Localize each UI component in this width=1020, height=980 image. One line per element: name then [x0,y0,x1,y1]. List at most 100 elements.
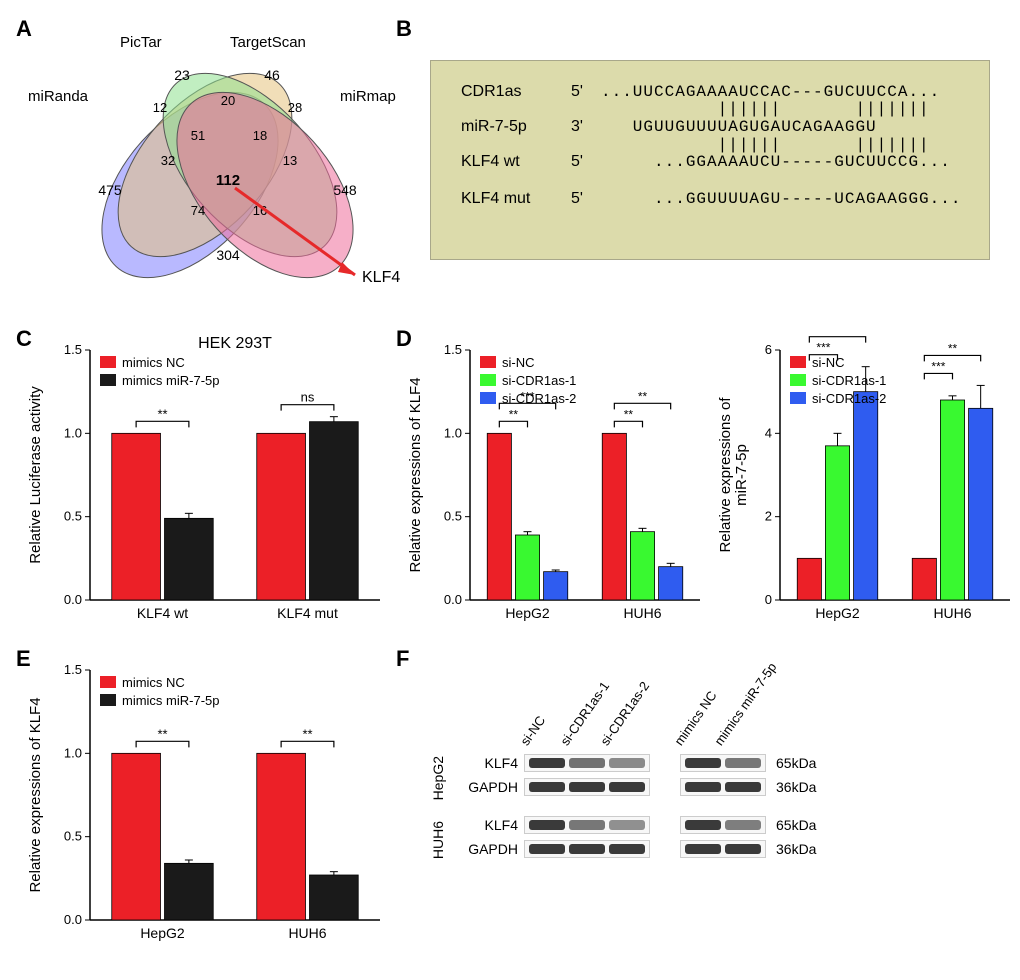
svg-text:Relative expressions of KLF4: Relative expressions of KLF4 [27,697,44,892]
svg-text:***: *** [931,359,945,373]
panel-a-venn: A miRanda PicTar TargetScan miRmap 475 2… [20,20,390,320]
svg-text:20: 20 [221,93,235,108]
svg-text:0.5: 0.5 [444,509,462,524]
db-label-miranda: miRanda [28,88,88,105]
svg-text:6: 6 [765,342,772,357]
align-pipes-0: |||||| ||||||| [461,103,959,116]
blot-band [685,820,721,830]
western-blot-grid: si-NCsi-CDR1as-1si-CDR1as-2mimics NCmimi… [430,670,816,878]
svg-text:1.5: 1.5 [64,342,82,357]
svg-text:548: 548 [333,182,357,198]
svg-text:KLF4 wt: KLF4 wt [137,605,188,621]
chart-d-left: 0.00.51.01.5Relative expressions of KLF4… [400,330,710,640]
svg-text:1.5: 1.5 [64,662,82,677]
blot-band [569,758,605,768]
blot-band [685,844,721,854]
panel-b-alignment: B CDR1as 5' ...UUCCAGAAAAUCCAC---GUCUUCC… [400,20,1020,320]
blot-band [529,844,565,854]
db-label-pictar: PicTar [120,34,162,51]
svg-text:si-CDR1as-2: si-CDR1as-2 [812,391,886,406]
align-name-3: KLF4 mut [461,188,571,210]
panel-d-klf4-mir: D 0.00.51.01.5Relative expressions of KL… [400,330,1020,640]
svg-text:0.0: 0.0 [64,912,82,927]
chart-d-right: 0246Relative expressions ofmiR-7-5pHepG2… [710,330,1020,640]
svg-text:Relative Luciferase activity: Relative Luciferase activity [27,386,44,564]
protein-label: GAPDH [464,841,518,857]
cell-line-label: HepG2 [430,756,454,800]
align-pipes-1: |||||| ||||||| [461,139,959,152]
panel-c-luciferase: C 0.00.51.01.5Relative Luciferase activi… [20,330,390,640]
svg-text:HepG2: HepG2 [505,605,550,621]
align-name-1: miR-7-5p [461,116,571,138]
blot-band [529,820,565,830]
svg-text:Relative expressions of: Relative expressions of [717,397,734,553]
blot-band [725,782,761,792]
align-end-2: 5' [571,151,601,173]
svg-text:mimics miR-7-5p: mimics miR-7-5p [122,693,220,708]
svg-text:KLF4: KLF4 [362,269,400,286]
blot-band [685,758,721,768]
cell-line-label: HUH6 [430,821,454,859]
svg-text:4: 4 [765,425,772,440]
protein-label: GAPDH [464,779,518,795]
svg-text:0.0: 0.0 [64,592,82,607]
size-label: 36kDa [776,779,816,795]
svg-text:1.0: 1.0 [444,425,462,440]
svg-text:13: 13 [283,153,297,168]
svg-text:**: ** [157,726,167,741]
align-name-2: KLF4 wt [461,151,571,173]
svg-text:ns: ns [301,390,315,405]
blot-band [529,758,565,768]
venn-svg: 475 23 46 548 12 20 28 304 32 13 51 18 7… [40,40,400,320]
size-label: 65kDa [776,755,816,771]
blot-band [529,782,565,792]
svg-text:2: 2 [765,509,772,524]
panel-label-c: C [16,326,32,352]
svg-text:0.5: 0.5 [64,509,82,524]
svg-text:28: 28 [288,100,302,115]
panel-e-klf4: E 0.00.51.01.5Relative expressions of KL… [20,650,390,960]
svg-text:**: ** [509,407,519,421]
svg-text:mimics NC: mimics NC [122,355,185,370]
panel-label-b: B [396,16,412,42]
align-seq-3: ...GGUUUUAGU-----UCAGAAGGG... [601,188,961,210]
panel-label-e: E [16,646,31,672]
panel-f-western: F si-NCsi-CDR1as-1si-CDR1as-2mimics NCmi… [400,650,1020,960]
svg-text:51: 51 [191,128,205,143]
svg-text:46: 46 [264,67,280,83]
blot-band [725,820,761,830]
svg-text:HUH6: HUH6 [933,605,971,621]
svg-text:***: *** [816,341,830,355]
size-label: 65kDa [776,817,816,833]
svg-text:74: 74 [191,203,205,218]
svg-text:475: 475 [98,182,122,198]
protein-label: KLF4 [464,817,518,833]
svg-text:Relative expressions of KLF4: Relative expressions of KLF4 [407,377,424,572]
blot-band [609,820,645,830]
svg-text:HUH6: HUH6 [288,925,326,941]
svg-text:**: ** [624,407,634,421]
svg-text:1.5: 1.5 [444,342,462,357]
blot-band [569,782,605,792]
panel-label-d: D [396,326,412,352]
svg-text:**: ** [948,341,958,355]
blot-band [609,844,645,854]
svg-text:**: ** [833,330,843,337]
svg-text:si-CDR1as-1: si-CDR1as-1 [812,373,886,388]
svg-text:23: 23 [174,67,190,83]
lane-label: mimics miR-7-5p [711,710,746,750]
blot-band [725,758,761,768]
align-end-1: 3' [571,116,601,138]
svg-text:miR-7-5p: miR-7-5p [733,444,750,506]
svg-text:si-NC: si-NC [502,355,535,370]
lane-label: si-CDR1as-1 [557,710,592,750]
align-end-3: 5' [571,188,601,210]
svg-text:mimics miR-7-5p: mimics miR-7-5p [122,373,220,388]
lane-label: si-NC [517,710,552,750]
svg-text:HUH6: HUH6 [623,605,661,621]
protein-label: KLF4 [464,755,518,771]
svg-text:112: 112 [216,172,240,189]
blot-band [685,782,721,792]
svg-text:0.5: 0.5 [64,829,82,844]
chart-e: 0.00.51.01.5Relative expressions of KLF4… [20,650,390,960]
